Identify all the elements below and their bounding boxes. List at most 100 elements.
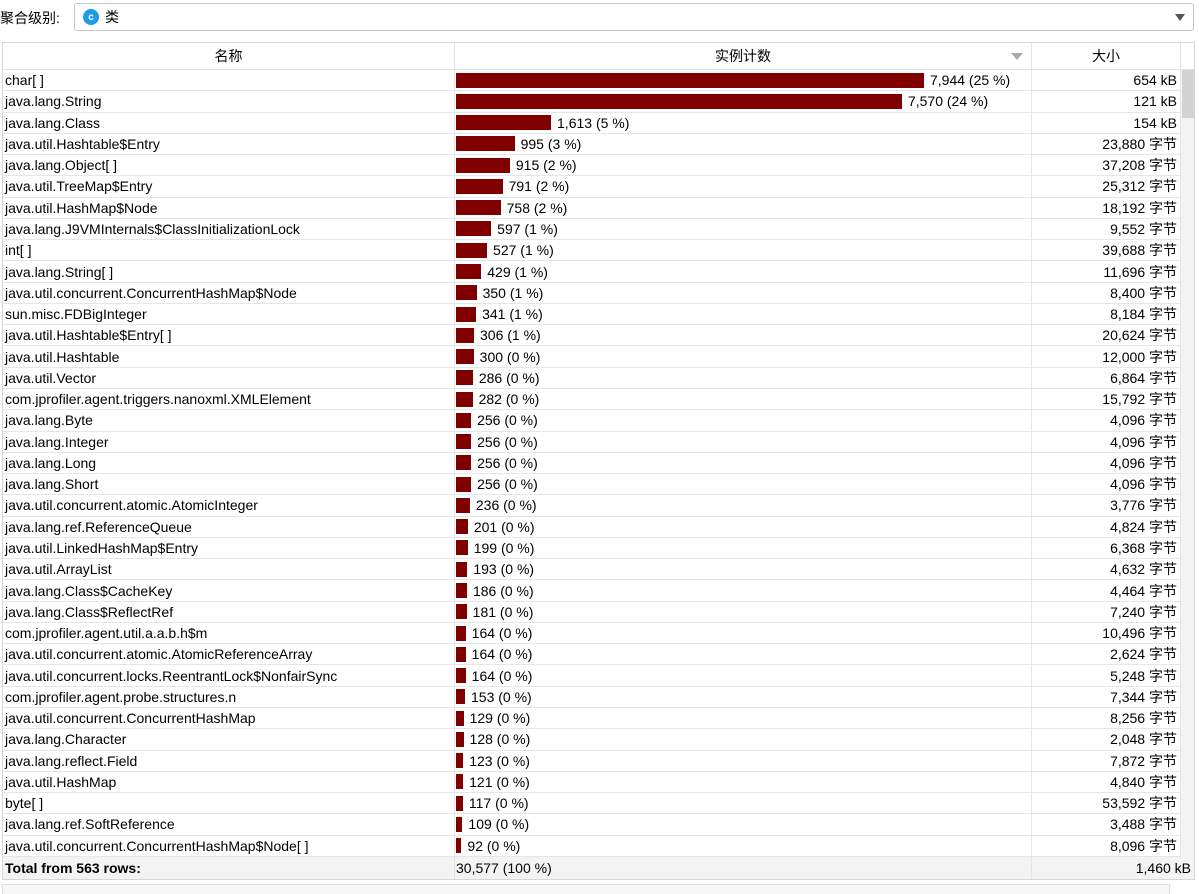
instance-count-bar: [456, 689, 465, 705]
class-name: java.lang.J9VMInternals$ClassInitializat…: [3, 218, 455, 240]
table-row[interactable]: java.lang.Integer 256 (0 %) 4,096 字节: [3, 431, 1181, 453]
table-row[interactable]: java.lang.String[ ] 429 (1 %) 11,696 字节: [3, 261, 1181, 283]
chevron-down-icon[interactable]: [1175, 14, 1185, 21]
instance-count-bar: [456, 795, 463, 811]
table-row[interactable]: java.lang.Long 256 (0 %) 4,096 字节: [3, 452, 1181, 475]
instance-count-bar: [456, 221, 492, 237]
instance-count-bar: [456, 242, 488, 258]
table-row[interactable]: java.util.ArrayList 193 (0 %) 4,632 字节: [3, 559, 1181, 581]
size: 8,096 字节: [1032, 835, 1181, 856]
table-row[interactable]: java.util.TreeMap$Entry 791 (2 %) 25,312…: [3, 176, 1181, 198]
table-row[interactable]: com.jprofiler.agent.util.a.a.b.h$m 164 (…: [3, 622, 1181, 645]
table-row[interactable]: byte[ ] 117 (0 %) 53,592 字节: [3, 793, 1181, 815]
table-row[interactable]: int[ ] 527 (1 %) 39,688 字节: [3, 240, 1181, 262]
instance-count-bar: [456, 604, 467, 620]
table-row[interactable]: java.util.concurrent.ConcurrentHashMap$N…: [3, 835, 1181, 857]
instance-count-cell: 995 (3 %): [455, 133, 1032, 155]
class-name: java.util.Hashtable$Entry: [3, 133, 455, 155]
instance-count: 995 (3 %): [520, 135, 582, 152]
table-row[interactable]: char[ ] 7,944 (25 %) 654 kB: [3, 70, 1181, 92]
instance-count: 429 (1 %): [487, 263, 548, 280]
instance-count-bar: [456, 327, 475, 343]
table-row[interactable]: java.util.concurrent.ConcurrentHashMap 1…: [3, 707, 1181, 730]
instance-count: 7,944 (25 %): [930, 72, 1011, 89]
table-row[interactable]: java.lang.ref.SoftReference 109 (0 %) 3,…: [3, 814, 1181, 836]
table-row[interactable]: java.lang.Class$CacheKey 186 (0 %) 4,464…: [3, 580, 1181, 602]
horizontal-scrollbar[interactable]: [2, 884, 1170, 894]
table-row[interactable]: java.util.concurrent.atomic.AtomicIntege…: [3, 495, 1181, 517]
table-row[interactable]: java.lang.J9VMInternals$ClassInitializat…: [3, 218, 1181, 241]
instance-count: 256 (0 %): [477, 454, 538, 471]
size: 4,840 字节: [1032, 771, 1181, 793]
instance-count: 1,613 (5 %): [557, 114, 630, 131]
instance-count-bar: [456, 136, 515, 152]
instance-count-bar: [456, 157, 510, 173]
size: 15,792 字节: [1032, 388, 1181, 410]
instance-count: 164 (0 %): [471, 625, 533, 642]
instance-count-bar: [456, 753, 464, 769]
table-row[interactable]: java.lang.Object[ ] 915 (2 %) 37,208 字节: [3, 155, 1181, 177]
instance-count-bar: [456, 583, 467, 598]
table-row[interactable]: java.util.concurrent.ConcurrentHashMap$N…: [3, 282, 1181, 304]
table-row[interactable]: java.lang.Class$ReflectRef 181 (0 %) 7,2…: [3, 601, 1181, 623]
class-name: java.lang.ref.SoftReference: [3, 814, 455, 835]
scrollbar-thumb[interactable]: [1182, 70, 1194, 118]
table-row[interactable]: sun.misc.FDBigInteger 341 (1 %) 8,184 字节: [3, 303, 1181, 326]
size: 4,464 字节: [1032, 580, 1181, 601]
instance-count: 164 (0 %): [471, 667, 533, 684]
table-row[interactable]: java.lang.Byte 256 (0 %) 4,096 字节: [3, 410, 1181, 432]
table-row[interactable]: java.lang.reflect.Field 123 (0 %) 7,872 …: [3, 750, 1181, 772]
instance-count: 121 (0 %): [469, 773, 530, 790]
table-row[interactable]: java.util.HashMap$Node 758 (2 %) 18,192 …: [3, 197, 1181, 219]
table-row[interactable]: com.jprofiler.agent.probe.structures.n 1…: [3, 686, 1181, 708]
table-row[interactable]: com.jprofiler.agent.triggers.nanoxml.XML…: [3, 388, 1181, 411]
instance-count-cell: 236 (0 %): [455, 495, 1032, 516]
instance-count-bar: [456, 72, 924, 88]
table-row[interactable]: java.lang.Class 1,613 (5 %) 154 kB: [3, 112, 1181, 134]
class-name: java.util.concurrent.ConcurrentHashMap$N…: [3, 282, 455, 303]
class-name: java.util.HashMap$Node: [3, 197, 455, 218]
size: 9,552 字节: [1032, 218, 1181, 240]
instance-count-cell: 300 (0 %): [455, 346, 1032, 367]
table-row[interactable]: java.util.Vector 286 (0 %) 6,864 字节: [3, 367, 1181, 389]
column-header-name[interactable]: 名称: [3, 43, 455, 69]
instance-count-bar: [456, 200, 501, 216]
table-row[interactable]: java.util.concurrent.locks.ReentrantLock…: [3, 665, 1181, 687]
column-header-size[interactable]: 大小: [1032, 43, 1181, 69]
instance-count-bar: [456, 816, 463, 832]
instance-count-bar: [456, 434, 472, 450]
table-row[interactable]: java.util.Hashtable$Entry 995 (3 %) 23,8…: [3, 133, 1181, 156]
instance-count-bar: [456, 93, 902, 109]
class-name: java.lang.Short: [3, 474, 455, 495]
table-row[interactable]: java.util.HashMap 121 (0 %) 4,840 字节: [3, 771, 1181, 794]
class-name: sun.misc.FDBigInteger: [3, 303, 455, 325]
table-row[interactable]: java.lang.String 7,570 (24 %) 121 kB: [3, 91, 1181, 113]
aggregation-level-select[interactable]: c 类: [74, 3, 1194, 31]
size: 7,872 字节: [1032, 750, 1181, 771]
table-row[interactable]: java.lang.Character 128 (0 %) 2,048 字节: [3, 729, 1181, 751]
table-row[interactable]: java.util.Hashtable 300 (0 %) 12,000 字节: [3, 346, 1181, 368]
table-row[interactable]: java.lang.ref.ReferenceQueue 201 (0 %) 4…: [3, 516, 1181, 538]
instance-count: 123 (0 %): [469, 752, 530, 769]
instance-count: 527 (1 %): [493, 242, 554, 259]
table-row[interactable]: java.lang.Short 256 (0 %) 4,096 字节: [3, 474, 1181, 496]
table-row[interactable]: java.util.Hashtable$Entry[ ] 306 (1 %) 2…: [3, 325, 1181, 347]
instance-count: 193 (0 %): [473, 561, 535, 578]
instance-count-bar: [456, 412, 472, 428]
instance-count: 300 (0 %): [479, 348, 541, 365]
column-header-count[interactable]: 实例计数: [455, 43, 1032, 69]
table-row[interactable]: java.util.concurrent.atomic.AtomicRefere…: [3, 644, 1181, 666]
class-name: java.util.concurrent.ConcurrentHashMap$N…: [3, 835, 455, 856]
class-name: byte[ ]: [3, 793, 455, 814]
instance-count-cell: 286 (0 %): [455, 367, 1032, 388]
instance-count: 597 (1 %): [497, 220, 558, 237]
total-size: 1,460 kB: [1135, 860, 1191, 876]
class-icon: c: [83, 9, 99, 25]
instance-count: 306 (1 %): [480, 327, 541, 344]
instance-count-cell: 164 (0 %): [455, 622, 1032, 644]
class-name: java.util.HashMap: [3, 771, 455, 793]
table-row[interactable]: java.util.LinkedHashMap$Entry 199 (0 %) …: [3, 537, 1181, 560]
vertical-scrollbar[interactable]: [1181, 70, 1194, 857]
class-name: java.util.concurrent.atomic.AtomicRefere…: [3, 644, 455, 665]
table-header: 名称 实例计数 大小: [3, 43, 1194, 70]
